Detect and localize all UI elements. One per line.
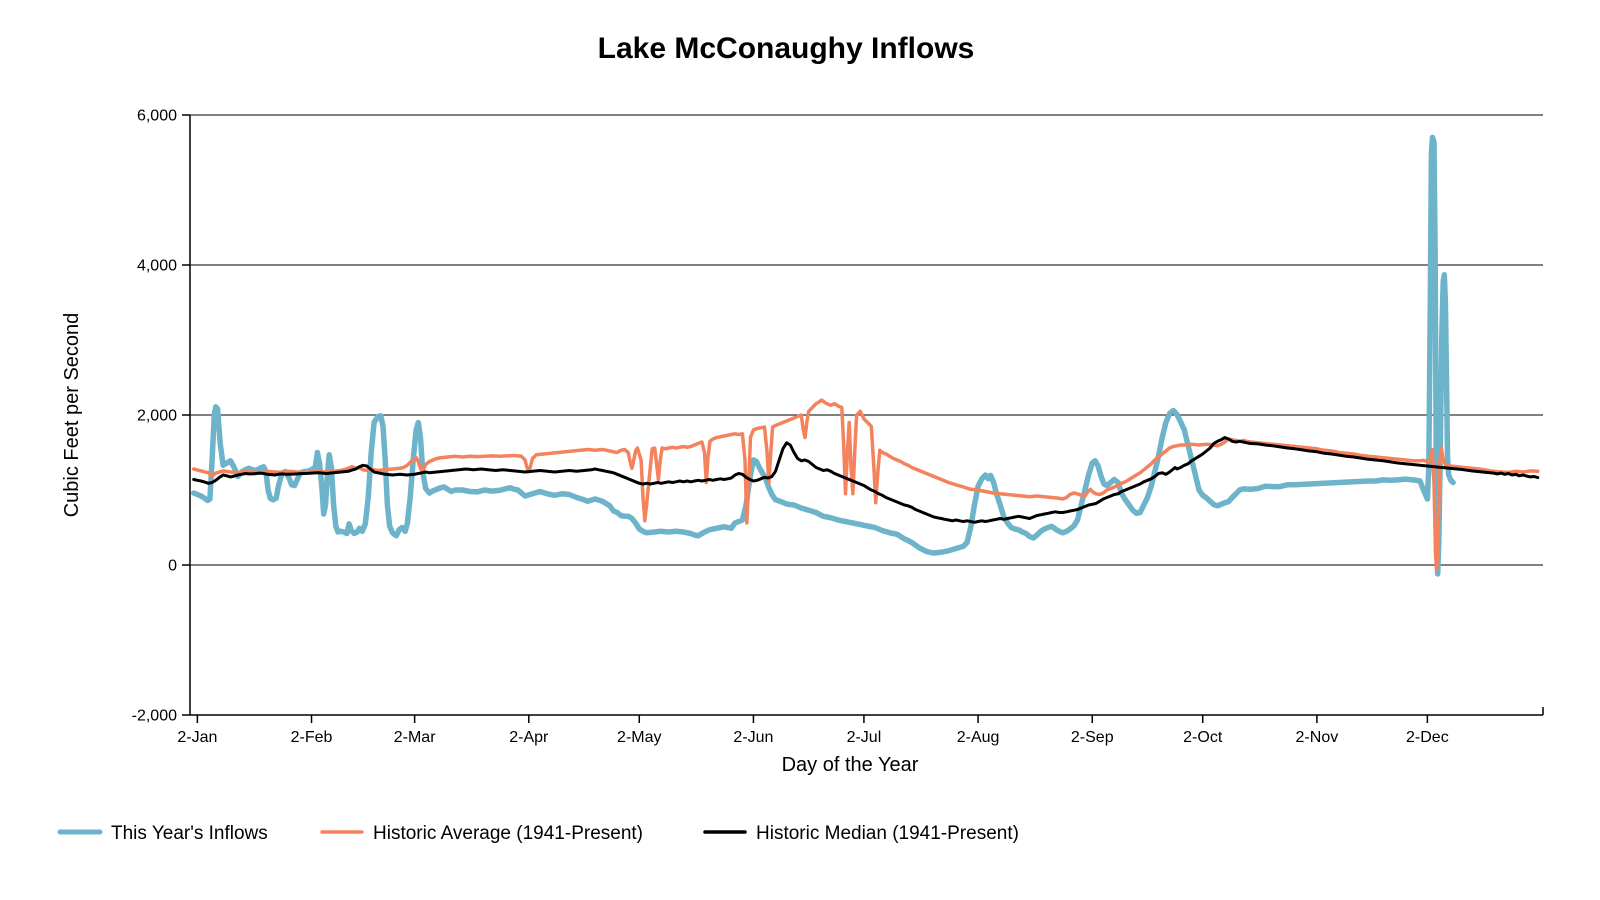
legend-label-historic-average: Historic Average (1941-Present) bbox=[373, 823, 643, 844]
chart-title: Lake McConaughy Inflows bbox=[598, 32, 975, 65]
x-tick-label: 2-Feb bbox=[291, 729, 333, 746]
y-tick-label: 2,000 bbox=[137, 408, 177, 425]
x-axis-title: Day of the Year bbox=[782, 754, 919, 776]
legend-label-this-years-inflows: This Year's Inflows bbox=[111, 823, 268, 844]
series-line-historic-median bbox=[192, 436, 1540, 524]
x-tick-label: 2-Sep bbox=[1071, 729, 1114, 746]
x-tick-label: 2-May bbox=[617, 729, 661, 746]
x-tick-label: 2-Aug bbox=[957, 729, 1000, 746]
y-tick-label: -2,000 bbox=[132, 708, 177, 725]
x-tick-label: 2-Jan bbox=[177, 729, 217, 746]
x-tick-label: 2-Mar bbox=[394, 729, 436, 746]
y-tick-label: 4,000 bbox=[137, 258, 177, 275]
x-tick-label: 2-Apr bbox=[509, 729, 549, 746]
y-tick-label: 6,000 bbox=[137, 108, 177, 125]
legend-label-historic-median: Historic Median (1941-Present) bbox=[756, 823, 1019, 844]
x-tick-label: 2-Jul bbox=[847, 729, 882, 746]
x-tick-label: 2-Oct bbox=[1183, 729, 1223, 746]
y-axis-title: Cubic Feet per Second bbox=[61, 313, 83, 518]
x-tick-label: 2-Dec bbox=[1406, 729, 1449, 746]
y-tick-label: 0 bbox=[168, 558, 177, 575]
x-tick-label: 2-Nov bbox=[1296, 729, 1339, 746]
series-line-this-years-inflows bbox=[190, 134, 1456, 577]
x-tick-label: 2-Jun bbox=[733, 729, 773, 746]
